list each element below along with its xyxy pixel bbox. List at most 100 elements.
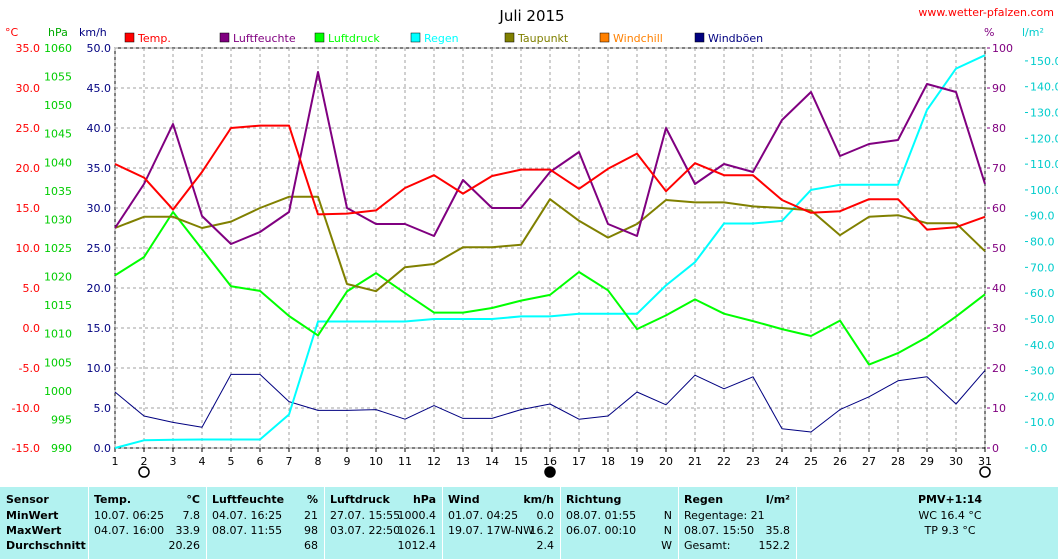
- series-line-luftdruck: [114, 211, 986, 366]
- stats-divider: [442, 487, 443, 559]
- stats-divider: [678, 487, 679, 559]
- wind-tick-label: 15.0: [87, 322, 112, 335]
- chart-series: [114, 54, 986, 449]
- rain-tick-label: 120.0: [1030, 132, 1058, 145]
- stats-divider: [324, 487, 325, 559]
- rain-tick-label: 150.0: [1030, 55, 1058, 68]
- x-tick-label: 19: [630, 455, 644, 468]
- humidity-tick-label: 80: [992, 122, 1006, 135]
- series-line-windb-en: [114, 370, 986, 433]
- pressure-tick-label: 1020: [44, 271, 72, 284]
- x-tick-label: 17: [572, 455, 586, 468]
- rain-tick-label: 50.0: [1030, 313, 1055, 326]
- stats-rain-total-value: 152.2: [758, 539, 791, 552]
- humidity-tick-label: 0: [992, 442, 999, 455]
- stats-temp-max-value: 33.9: [175, 524, 201, 537]
- x-tick-label: 12: [427, 455, 441, 468]
- wind-tick-label: 25.0: [87, 242, 112, 255]
- pressure-tick-label: 1005: [44, 356, 72, 369]
- rain-tick-label: 90.0: [1030, 210, 1055, 223]
- stats-label-max: MaxWert: [6, 524, 62, 537]
- x-tick-label: 23: [746, 455, 760, 468]
- stats-label-min: MinWert: [6, 509, 59, 522]
- x-tick-label: 16: [543, 455, 557, 468]
- x-tick-label: 6: [257, 455, 264, 468]
- temp-tick-label: 5.0: [23, 282, 41, 295]
- stats-pmv-dewpoint: TP 9.3 °C: [924, 524, 976, 537]
- stats-divider: [560, 487, 561, 559]
- stats-header-rain: Regen: [684, 493, 724, 506]
- stats-wind-max-value: 16.2: [529, 524, 555, 537]
- x-tick-label: 29: [920, 455, 934, 468]
- stats-header-pressure: Luftdruck: [330, 493, 390, 506]
- stats-header-temp: Temp.: [94, 493, 132, 506]
- legend-label: Luftfeuchte: [233, 32, 296, 45]
- wind-tick-label: 35.0: [87, 162, 112, 175]
- pressure-tick-label: 1035: [44, 185, 72, 198]
- legend-swatch: [219, 32, 230, 43]
- stats-divider: [206, 487, 207, 559]
- temp-tick-label: 30.0: [16, 82, 41, 95]
- stats-rain-total-label: Gesamt:: [684, 539, 731, 552]
- stats-header-humidity: Luftfeuchte: [212, 493, 285, 506]
- stats-label-avg: Durchschnitt: [6, 539, 86, 552]
- wind-tick-label: 40.0: [87, 122, 112, 135]
- x-tick-label: 4: [199, 455, 206, 468]
- wind-tick-label: 5.0: [94, 402, 112, 415]
- stats-rain-days: Regentage: 21: [684, 509, 765, 522]
- humidity-tick-label: 50: [992, 242, 1006, 255]
- stats-wind-min-value: 0.0: [536, 509, 555, 522]
- stats-direction-min-value: N: [663, 509, 672, 522]
- temp-tick-label: 10.0: [16, 242, 41, 255]
- x-tick-label: 9: [344, 455, 351, 468]
- pressure-tick-label: 1030: [44, 213, 72, 226]
- stats-unit-temp: °C: [186, 493, 200, 506]
- pressure-tick-label: 1000: [44, 385, 72, 398]
- legend-label: Windchill: [613, 32, 663, 45]
- chart-title: Juli 2015: [498, 7, 564, 25]
- wind-tick-label: 20.0: [87, 282, 112, 295]
- humidity-tick-label: 60: [992, 202, 1006, 215]
- x-tick-label: 27: [862, 455, 876, 468]
- temp-tick-label: -15.0: [12, 442, 40, 455]
- stats-header-pmv: PMV+1:14: [917, 493, 983, 506]
- chart-grid: [114, 47, 986, 449]
- statistics-panel: Sensor MinWert MaxWert Durchschnitt Temp…: [0, 487, 1058, 559]
- x-tick-label: 25: [804, 455, 818, 468]
- stats-pressure-min-time: 27.07. 15:55: [330, 509, 401, 522]
- chart-markers: [138, 466, 991, 478]
- rain-tick-label: 30.0: [1030, 365, 1055, 378]
- x-tick-label: 24: [775, 455, 789, 468]
- x-tick-label: 8: [315, 455, 322, 468]
- x-tick-label: 30: [949, 455, 963, 468]
- stats-direction-avg: W: [661, 539, 672, 552]
- site-link[interactable]: www.wetter-pfalzen.com: [918, 6, 1054, 19]
- x-tick-label: 22: [717, 455, 731, 468]
- stats-unit-rain: l/m²: [765, 493, 790, 506]
- temp-tick-label: -10.0: [12, 402, 40, 415]
- stats-direction-max-time: 06.07. 00:10: [566, 524, 637, 537]
- stats-wind-avg: 2.4: [536, 539, 555, 552]
- stats-header-direction: Richtung: [566, 493, 622, 506]
- pressure-tick-label: 995: [51, 413, 72, 426]
- chart-legend: Temp. Luftfeuchte Luftdruck Regen Taupunkt Wi…: [124, 32, 763, 45]
- legend-label: Windböen: [708, 32, 763, 45]
- stats-divider: [796, 487, 797, 559]
- x-tick-label: 20: [659, 455, 673, 468]
- chart-axes: 1 2 3 4 5 6 7 8 9 10 11 12 13 14 15 16 17 18 19 20 21 22 23 24 2…: [12, 42, 1058, 468]
- stats-temp-min-value: 7.8: [182, 509, 201, 522]
- stats-wind-max-time: 19.07. 17W-NW: [448, 524, 534, 537]
- stats-humidity-min-value: 21: [304, 509, 318, 522]
- stats-header-wind: Wind: [448, 493, 480, 506]
- pressure-tick-label: 990: [51, 442, 72, 455]
- x-tick-label: 10: [369, 455, 383, 468]
- pressure-tick-label: 1025: [44, 242, 72, 255]
- humidity-tick-label: 20: [992, 362, 1006, 375]
- wind-tick-label: 0.0: [94, 442, 112, 455]
- series-line-luftfeuchte: [114, 71, 986, 245]
- stats-humidity-max-value: 98: [304, 524, 318, 537]
- pressure-tick-label: 1050: [44, 99, 72, 112]
- legend-swatch: [504, 32, 515, 43]
- wind-axis-unit: km/h: [79, 26, 107, 39]
